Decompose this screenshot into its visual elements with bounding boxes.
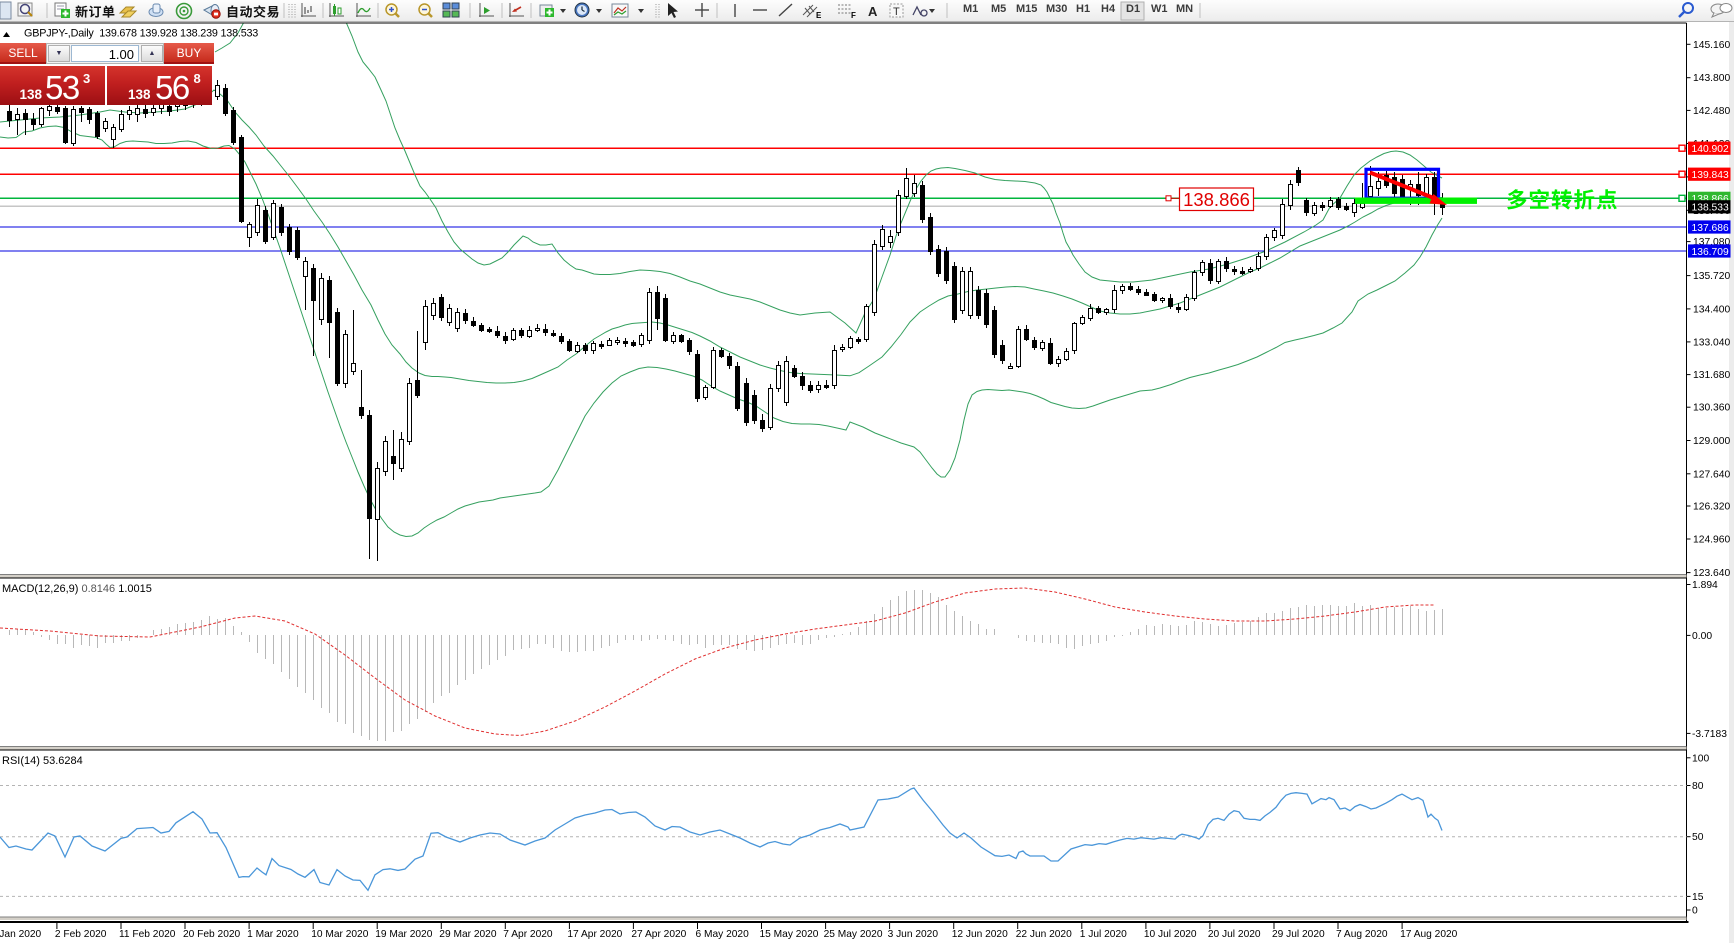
svg-text:7 Apr 2020: 7 Apr 2020 xyxy=(503,929,553,940)
svg-text:1.894: 1.894 xyxy=(1692,580,1718,591)
svg-text:145.160: 145.160 xyxy=(1693,40,1730,51)
svg-text:140.902: 140.902 xyxy=(1692,144,1729,155)
svg-text:0: 0 xyxy=(1692,906,1698,917)
svg-text:126.320: 126.320 xyxy=(1693,502,1730,513)
svg-text:E: E xyxy=(816,11,822,20)
svg-text:133.040: 133.040 xyxy=(1693,337,1730,348)
svg-text:130.360: 130.360 xyxy=(1693,403,1730,414)
svg-text:50: 50 xyxy=(1692,832,1704,843)
svg-text:129.000: 129.000 xyxy=(1693,436,1730,447)
svg-text:3 Jun 2020: 3 Jun 2020 xyxy=(888,929,939,940)
svg-text:10 Mar 2020: 10 Mar 2020 xyxy=(311,929,369,940)
svg-text:15 May 2020: 15 May 2020 xyxy=(760,929,819,940)
svg-text:6 May 2020: 6 May 2020 xyxy=(696,929,750,940)
svg-text:15: 15 xyxy=(1692,892,1704,903)
svg-text:29 Jul 2020: 29 Jul 2020 xyxy=(1272,929,1325,940)
svg-text:135.720: 135.720 xyxy=(1693,271,1730,282)
svg-text:138.866: 138.866 xyxy=(1692,194,1729,205)
svg-text:136.709: 136.709 xyxy=(1692,247,1729,258)
svg-text:20 Jul 2020: 20 Jul 2020 xyxy=(1208,929,1261,940)
svg-text:GBPJPY-,Daily 139.678 139.928: GBPJPY-,Daily 139.678 139.928 138.239 13… xyxy=(24,28,258,40)
svg-text:143.800: 143.800 xyxy=(1693,73,1730,84)
svg-text:22 Jun 2020: 22 Jun 2020 xyxy=(1016,929,1072,940)
svg-text:20 Feb 2020: 20 Feb 2020 xyxy=(183,929,241,940)
svg-text:142.480: 142.480 xyxy=(1693,106,1730,117)
svg-text:MACD(12,26,9) 0.8146 1.0015: MACD(12,26,9) 0.8146 1.0015 xyxy=(2,583,152,595)
svg-text:0.00: 0.00 xyxy=(1692,631,1712,642)
svg-text:137.080: 137.080 xyxy=(1693,237,1730,248)
svg-text:137.686: 137.686 xyxy=(1692,223,1729,234)
svg-text:11 Feb 2020: 11 Feb 2020 xyxy=(119,929,176,940)
svg-text:29 Mar 2020: 29 Mar 2020 xyxy=(439,929,497,940)
svg-text:127.640: 127.640 xyxy=(1693,469,1730,480)
svg-text:124.960: 124.960 xyxy=(1693,535,1730,546)
svg-text:134.400: 134.400 xyxy=(1693,304,1730,315)
svg-text:139.843: 139.843 xyxy=(1692,170,1729,181)
svg-text:T: T xyxy=(893,6,900,18)
svg-text:131.680: 131.680 xyxy=(1693,370,1730,381)
svg-text:138.533: 138.533 xyxy=(1692,203,1729,214)
svg-text:19 Mar 2020: 19 Mar 2020 xyxy=(375,929,433,940)
svg-text:RSI(14) 53.6284: RSI(14) 53.6284 xyxy=(2,755,83,767)
svg-text:25 May 2020: 25 May 2020 xyxy=(824,929,883,940)
svg-text:1 Jul 2020: 1 Jul 2020 xyxy=(1080,929,1127,940)
svg-text:100: 100 xyxy=(1692,753,1709,764)
svg-text:17 Apr 2020: 17 Apr 2020 xyxy=(567,929,622,940)
svg-text:2 Feb 2020: 2 Feb 2020 xyxy=(55,929,107,940)
svg-text:F: F xyxy=(851,11,856,20)
svg-text:10 Jul 2020: 10 Jul 2020 xyxy=(1144,929,1197,940)
svg-text:1 Mar 2020: 1 Mar 2020 xyxy=(247,929,299,940)
svg-text:3 Jan 2020: 3 Jan 2020 xyxy=(0,929,42,940)
svg-text:-3.7183: -3.7183 xyxy=(1692,729,1727,740)
svg-text:12 Jun 2020: 12 Jun 2020 xyxy=(952,929,1008,940)
svg-text:A: A xyxy=(868,4,878,19)
svg-text:123.640: 123.640 xyxy=(1693,568,1730,579)
svg-text:138.866: 138.866 xyxy=(1183,189,1250,210)
svg-text:7 Aug 2020: 7 Aug 2020 xyxy=(1336,929,1388,940)
svg-text:17 Aug 2020: 17 Aug 2020 xyxy=(1400,929,1458,940)
svg-text:80: 80 xyxy=(1692,781,1704,792)
svg-text:27 Apr 2020: 27 Apr 2020 xyxy=(631,929,686,940)
